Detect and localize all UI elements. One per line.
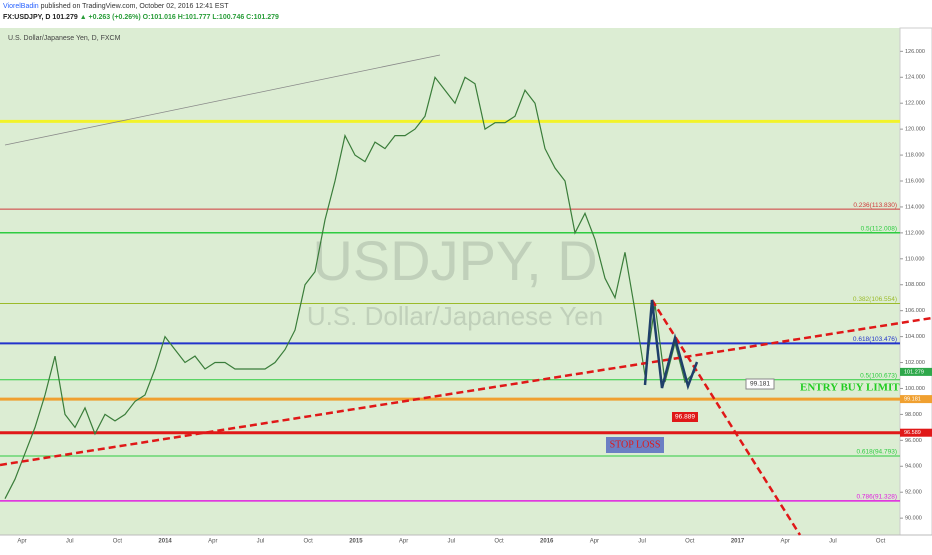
x-tick-label: Jul — [447, 539, 455, 545]
published: published on TradingView.com, October 02… — [41, 3, 230, 10]
level-label: 0.236(113.830) — [853, 202, 897, 209]
level-label: 0.786(91.328) — [857, 494, 897, 501]
y-tick-label: 90.000 — [905, 516, 922, 522]
x-tick-label: Oct — [685, 539, 695, 545]
x-tick-label: Apr — [208, 539, 217, 545]
y-tick-label: 108.000 — [905, 282, 925, 288]
entry-label: ENTRY BUY LIMIT — [800, 382, 900, 394]
stop-box — [606, 437, 664, 453]
x-tick-label: Apr — [17, 539, 26, 545]
y-tick-label: 120.000 — [905, 127, 925, 133]
stop-callout: 96.889 — [675, 414, 695, 421]
level-label: 0.5(112.008) — [861, 225, 897, 232]
x-tick-label: 2017 — [731, 539, 745, 545]
level-label: 0.382(106.554) — [853, 296, 897, 303]
zigzag-pattern — [643, 299, 699, 391]
price-tag-label: 101.279 — [904, 369, 924, 375]
x-tick-label: Oct — [494, 539, 504, 545]
y-tick-label: 116.000 — [905, 178, 924, 184]
entry-callout: 99.181 — [750, 381, 770, 388]
price-line — [4, 75, 696, 499]
x-tick-label: Apr — [399, 539, 408, 545]
quote-line: FX:USDJPY, D 101.279 ▲ +0.263 (+0.26%) O… — [3, 14, 279, 21]
y-tick-label: 112.000 — [905, 230, 924, 236]
price-tag — [900, 395, 932, 404]
x-tick-label: Oct — [304, 539, 314, 545]
price-tag-label: 96.589 — [904, 430, 921, 436]
y-tick-label: 92.000 — [905, 490, 922, 496]
y-tick-label: 100.000 — [905, 386, 925, 392]
x-tick-label: Jul — [66, 539, 74, 545]
trendline — [4, 54, 441, 146]
price-tag-label: 99.181 — [904, 397, 921, 403]
y-tick-label: 110.000 — [905, 256, 924, 262]
x-tick-label: Jul — [638, 539, 646, 545]
y-tick-label: 106.000 — [905, 308, 925, 314]
x-tick-label: Oct — [876, 539, 886, 545]
x-tick-label: Apr — [781, 539, 790, 545]
header-line: ViorelBadin published on TradingView.com… — [3, 3, 229, 10]
x-tick-label: Oct — [113, 539, 123, 545]
x-tick-label: Jul — [257, 539, 265, 545]
y-tick-label: 124.000 — [905, 75, 925, 81]
x-tick-label: Apr — [590, 539, 599, 545]
x-tick-label: Jul — [829, 539, 837, 545]
x-tick-label: 2015 — [349, 539, 363, 545]
stop-callout-box — [672, 412, 698, 422]
y-tick-label: 104.000 — [905, 334, 925, 340]
y-tick-label: 98.000 — [905, 412, 922, 418]
watermark: USDJPY, D — [312, 229, 597, 292]
plot-area — [0, 28, 900, 535]
symbol: FX:USDJPY, D — [3, 14, 50, 21]
support-trendline — [0, 316, 932, 467]
change: ▲ +0.263 (+0.26%) — [80, 14, 141, 21]
stop-label: STOP LOSS — [610, 439, 661, 450]
y-tick-label: 96.000 — [905, 438, 922, 444]
price-axis — [899, 27, 932, 536]
entry-callout-box — [745, 378, 775, 390]
last: 101.279 — [52, 14, 77, 21]
y-tick-label: 114.000 — [905, 204, 924, 210]
level-label: 0.618(103.476) — [853, 336, 897, 343]
x-tick-label: 2014 — [158, 539, 172, 545]
y-tick-label: 102.000 — [905, 360, 925, 366]
x-tick-label: 2016 — [540, 539, 554, 545]
ohlc: O:101.016 H:101.777 L:100.746 C:101.279 — [143, 14, 279, 21]
levels: 0.236(113.830) 0.5(112.008) 0.382(106.554)… — [0, 119, 900, 502]
watermark-sub: U.S. Dollar/Japanese Yen — [307, 301, 603, 331]
author: ViorelBadin — [3, 3, 39, 10]
level-label: 0.618(94.793) — [857, 449, 897, 456]
chart-title: U.S. Dollar/Japanese Yen, D, FXCM — [8, 35, 121, 42]
price-layer — [4, 75, 696, 499]
price-tag — [900, 367, 932, 376]
y-tick-label: 94.000 — [905, 464, 922, 470]
y-tick-label: 122.000 — [905, 101, 925, 107]
price-tag — [900, 428, 932, 437]
level-label: 0.5(100.673) — [860, 372, 897, 379]
y-tick-label: 126.000 — [905, 49, 925, 55]
y-tick-label: 118.000 — [905, 153, 924, 159]
resistance-trendline — [650, 299, 802, 536]
